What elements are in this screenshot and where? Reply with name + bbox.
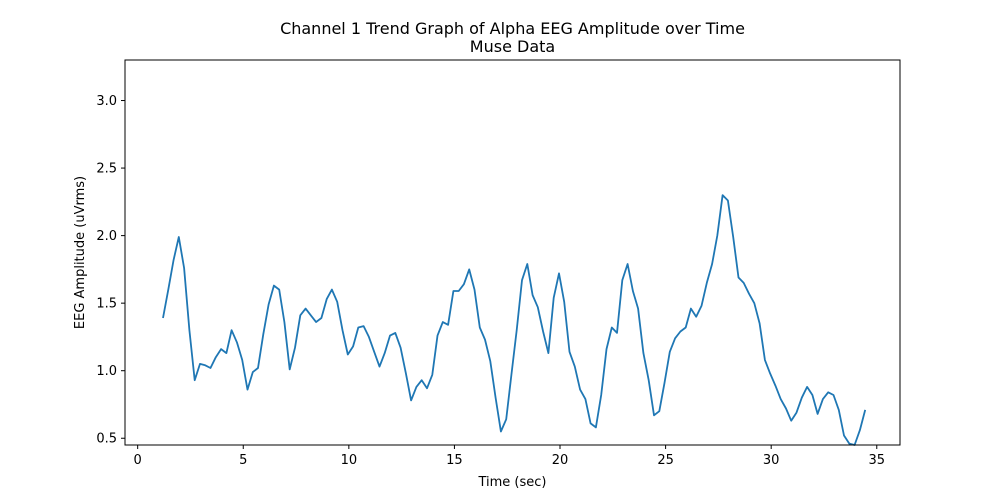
y-tick-label: 1.5 [96, 297, 117, 312]
x-tick-label: 0 [134, 453, 142, 468]
x-tick-label: 10 [341, 453, 358, 468]
plot-frame [124, 59, 901, 446]
y-axis-label: EEG Amplitude (uVrms) [73, 176, 88, 329]
y-tick-label: 2.0 [96, 229, 117, 244]
chart-subtitle: Muse Data [470, 37, 555, 56]
x-tick-label: 15 [446, 453, 463, 468]
x-axis: 0 5 10 15 20 25 30 35 [134, 445, 885, 468]
y-tick-label: 0.5 [96, 432, 117, 447]
y-tick-label: 1.0 [96, 364, 117, 379]
y-tick-label: 3.0 [96, 94, 117, 109]
x-tick-label: 25 [657, 453, 674, 468]
series-layer [162, 194, 867, 446]
x-axis-label: Time (sec) [477, 475, 546, 490]
x-tick-label: 20 [552, 453, 569, 468]
x-tick-label: 35 [868, 453, 885, 468]
y-axis: 0.5 1.0 1.5 2.0 2.5 3.0 [96, 94, 125, 447]
series-line [162, 194, 867, 446]
chart-title: Channel 1 Trend Graph of Alpha EEG Ampli… [280, 19, 745, 38]
x-tick-label: 30 [763, 453, 780, 468]
y-tick-label: 2.5 [96, 162, 117, 177]
x-tick-label: 5 [239, 453, 247, 468]
